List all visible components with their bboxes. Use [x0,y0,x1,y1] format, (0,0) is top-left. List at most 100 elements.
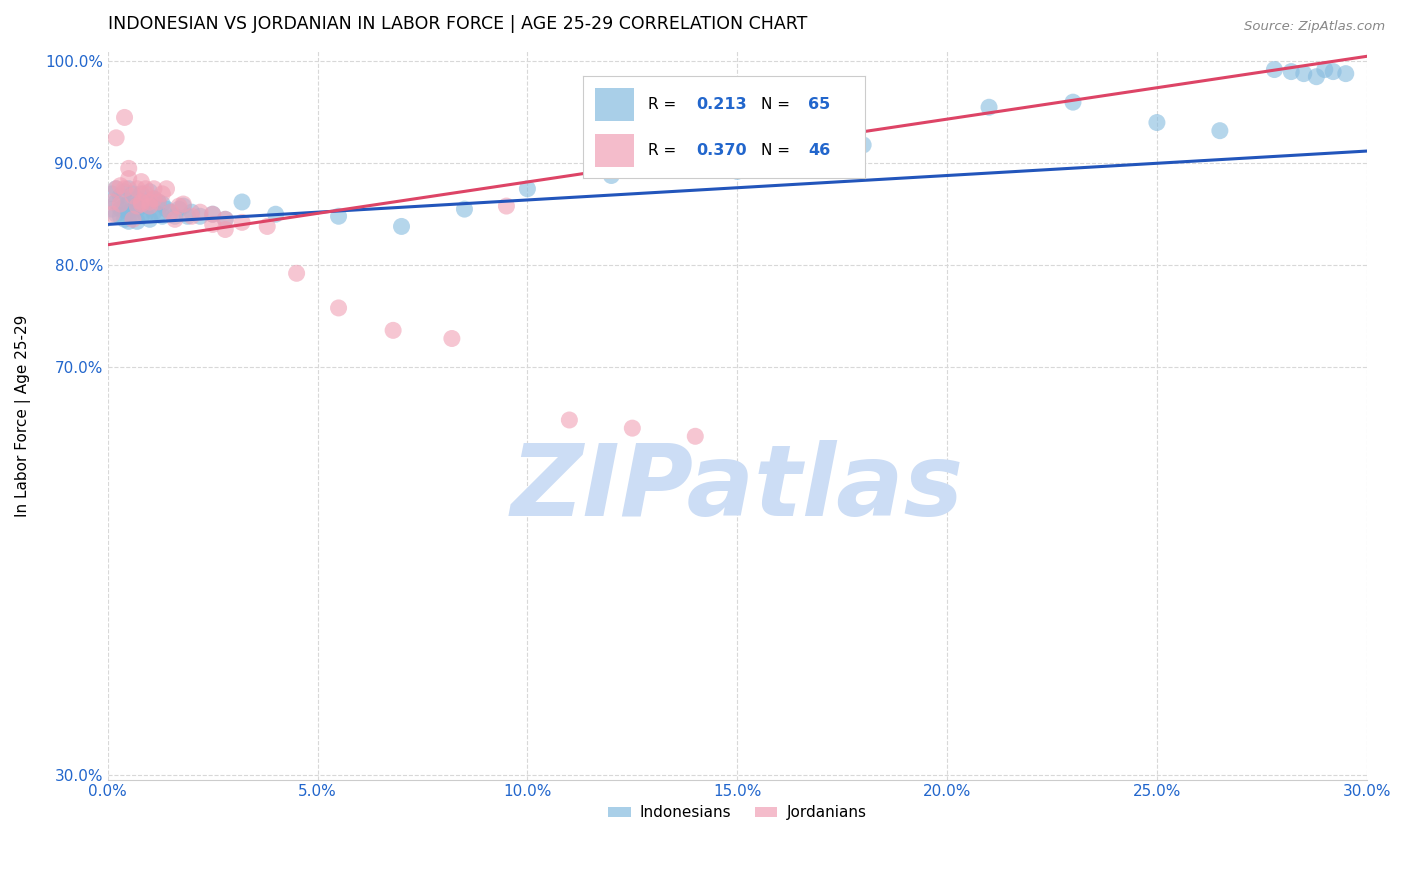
Point [685,429,707,443]
Point [138,194,160,209]
Point [122,209,145,223]
Point [114,212,136,227]
Point [1263,62,1285,77]
Point [201,207,224,221]
Point [495,199,517,213]
Point [138,212,160,227]
Point [391,219,413,234]
Point [453,202,475,216]
Text: INDONESIAN VS JORDANIAN IN LABOR FORCE | AGE 25-29 CORRELATION CHART: INDONESIAN VS JORDANIAN IN LABOR FORCE |… [108,15,807,33]
Point [105,182,128,196]
Point [114,185,136,199]
Point [155,202,177,216]
Point [101,194,124,209]
Point [214,212,236,227]
Point [977,100,1000,114]
Text: 46: 46 [808,144,831,158]
Text: R =: R = [648,144,682,158]
Text: R =: R = [648,97,682,112]
Point [110,209,132,223]
Point [159,205,181,219]
Point [1305,70,1327,84]
Point [600,169,623,183]
Point [150,197,173,211]
Point [122,199,145,213]
Point [131,199,153,213]
Point [159,205,181,219]
Point [138,185,160,199]
Point [264,207,287,221]
Bar [595,88,634,121]
Point [1209,124,1232,138]
Point [382,323,405,337]
Point [180,205,202,219]
Point [127,182,149,196]
Point [214,212,236,227]
Point [163,209,186,223]
Point [172,199,194,213]
Point [134,207,156,221]
Point [150,209,173,223]
Point [142,205,165,219]
Point [131,209,153,223]
Point [201,218,224,232]
Text: 0.370: 0.370 [696,144,747,158]
Point [110,189,132,203]
Point [118,214,141,228]
Point [114,199,136,213]
Y-axis label: In Labor Force | Age 25-29: In Labor Force | Age 25-29 [15,314,31,516]
Point [176,209,198,223]
Point [146,194,169,209]
Point [131,194,153,209]
Point [1313,62,1336,77]
Point [142,192,165,206]
Point [146,194,169,209]
Point [127,192,149,206]
Point [231,215,253,229]
Point [118,161,141,176]
Point [138,199,160,213]
Point [101,202,124,216]
Point [201,207,224,221]
Point [558,413,581,427]
Point [101,186,124,201]
Point [172,197,194,211]
Point [285,266,308,280]
Point [127,214,149,228]
Point [155,182,177,196]
Point [1292,67,1315,81]
Point [1146,115,1168,129]
Point [1062,95,1084,110]
Point [105,207,128,221]
Point [852,137,875,152]
Text: 65: 65 [808,97,831,112]
Point [105,130,128,145]
Point [122,186,145,201]
Point [180,209,202,223]
Point [134,182,156,196]
Point [105,194,128,209]
Point [114,182,136,196]
Point [131,197,153,211]
Point [122,189,145,203]
Text: ZIPatlas: ZIPatlas [510,440,963,537]
Point [146,207,169,221]
Point [122,212,145,227]
Point [150,186,173,201]
Point [1322,64,1344,78]
Point [167,202,190,216]
Point [725,164,748,178]
Point [110,178,132,193]
Text: N =: N = [761,144,794,158]
Text: 0.213: 0.213 [696,97,747,112]
Point [163,212,186,227]
Text: N =: N = [761,97,794,112]
Point [110,202,132,216]
Point [142,182,165,196]
Point [188,205,211,219]
Point [127,202,149,216]
Point [328,209,350,223]
Point [134,186,156,201]
Point [1279,64,1302,78]
Point [118,205,141,219]
